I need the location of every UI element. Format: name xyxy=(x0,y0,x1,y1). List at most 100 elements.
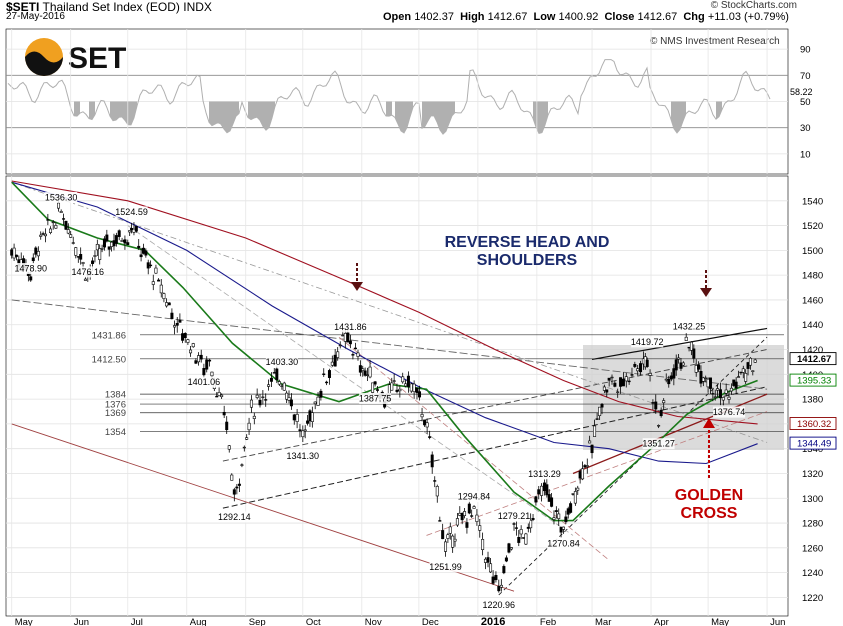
trendline xyxy=(591,327,768,361)
trendline xyxy=(11,299,768,390)
price-bar-body xyxy=(467,503,471,514)
rsi-latest-badge: 58.22 xyxy=(790,87,813,97)
price-bar-body xyxy=(438,520,442,522)
price-bar-body xyxy=(681,362,685,366)
price-bar-body xyxy=(255,394,259,398)
price-bar-body xyxy=(746,362,750,369)
level-label: 1412.50 xyxy=(92,354,126,365)
price-bar-body xyxy=(191,343,195,348)
price-bar-body xyxy=(110,241,114,247)
pattern-title-1: REVERSE HEAD AND xyxy=(445,234,610,251)
price-bar-body xyxy=(522,537,526,539)
price-annotation-bg xyxy=(458,491,491,503)
price-bar-body xyxy=(463,511,467,516)
price-bar-body xyxy=(557,513,561,519)
price-bar-body xyxy=(455,518,459,526)
price-bar-body xyxy=(282,382,286,391)
price-bar-body xyxy=(701,377,705,382)
price-bar-body xyxy=(514,527,518,529)
price-bar-body xyxy=(583,465,587,468)
symbol-line: $SETI Thailand Set Index (EOD) INDX xyxy=(6,0,212,14)
price-bar-body xyxy=(446,534,450,539)
price-bar-body xyxy=(453,538,457,542)
price-bar-body xyxy=(659,409,663,417)
price-badge: 1360.32 xyxy=(797,419,831,430)
price-bar-body xyxy=(36,251,40,257)
price-bar-body xyxy=(373,381,377,385)
price-bar-body xyxy=(472,506,476,509)
price-bar-body xyxy=(554,510,558,512)
price-bar-body xyxy=(249,399,253,408)
price-bar-body xyxy=(674,359,678,371)
chart-date: 27-May-2016 xyxy=(6,11,65,22)
set-logo: SET xyxy=(25,38,126,76)
chg-value: +11.03 (+0.79%) xyxy=(707,11,789,23)
price-badge-frame xyxy=(789,352,837,366)
price-bar-body xyxy=(534,496,538,503)
price-bar-body xyxy=(412,383,416,393)
price-bar-body xyxy=(371,382,375,393)
price-bar-body xyxy=(561,526,565,530)
price-bar-body xyxy=(721,397,725,401)
price-bar-body xyxy=(358,365,362,373)
price-bar-body xyxy=(751,370,755,372)
price-bar-body xyxy=(49,228,53,233)
price-bars xyxy=(10,198,757,593)
arrow-head-left xyxy=(351,263,363,291)
price-bar-body xyxy=(613,382,617,387)
price-annotation-bg xyxy=(547,537,580,549)
high-value: 1412.67 xyxy=(487,11,528,23)
price-annotation: 1432.25 xyxy=(673,321,706,331)
price-annotation: 1431.86 xyxy=(334,322,367,332)
credit-text: © NMS Investment Research xyxy=(650,36,780,47)
price-bar-body xyxy=(62,218,66,220)
price-bar-body xyxy=(366,374,370,376)
price-bar-body xyxy=(395,389,399,392)
price-bar-body xyxy=(502,566,506,574)
price-bar-body xyxy=(711,393,715,395)
price-bar-body xyxy=(165,302,169,307)
price-bar-body xyxy=(639,363,643,373)
price-bar-body xyxy=(132,228,136,233)
price-annotation: 1387.75 xyxy=(359,393,392,403)
price-bar-body xyxy=(237,483,241,486)
price-bar-body xyxy=(645,359,649,367)
price-bar-body xyxy=(732,379,736,386)
price-bar-body xyxy=(31,257,35,262)
price-annotation: 1270.84 xyxy=(547,538,580,548)
price-bar-body xyxy=(322,373,326,375)
price-bar-body xyxy=(285,392,289,400)
y-tick-label: 1340 xyxy=(802,444,823,455)
price-bar-body xyxy=(341,334,345,337)
price-bar-body xyxy=(306,420,310,424)
rsi-tick-label: 30 xyxy=(800,123,811,134)
price-bar-body xyxy=(149,264,153,267)
price-bar-body xyxy=(409,383,413,392)
price-annotation-bg xyxy=(218,511,251,523)
price-bar-body xyxy=(146,262,150,269)
price-bar-body xyxy=(418,391,422,398)
price-bar-body xyxy=(29,276,33,281)
price-bar-body xyxy=(423,419,427,426)
price-bar-body xyxy=(76,256,80,258)
price-bar-body xyxy=(483,558,487,563)
price-bar-body xyxy=(83,278,87,281)
exchange: INDX xyxy=(183,0,212,14)
price-bar-body xyxy=(215,395,219,398)
price-bar-body xyxy=(95,244,99,251)
y-tick-label: 1300 xyxy=(802,494,823,505)
price-bar-body xyxy=(151,281,155,285)
price-bar-body xyxy=(727,396,731,400)
price-bar-body xyxy=(744,373,748,382)
price-bar-body xyxy=(242,446,246,449)
price-bar-body xyxy=(301,430,305,438)
price-bar-body xyxy=(66,229,70,234)
price-bar-body xyxy=(458,512,462,516)
price-bar-body xyxy=(316,396,320,406)
price-bar-body xyxy=(564,516,568,523)
x-tick-label: Mar xyxy=(595,617,611,626)
price-bar-body xyxy=(361,368,365,371)
trendline xyxy=(426,411,768,536)
price-bar-body xyxy=(351,354,355,356)
price-annotation: 1419.72 xyxy=(631,337,664,347)
